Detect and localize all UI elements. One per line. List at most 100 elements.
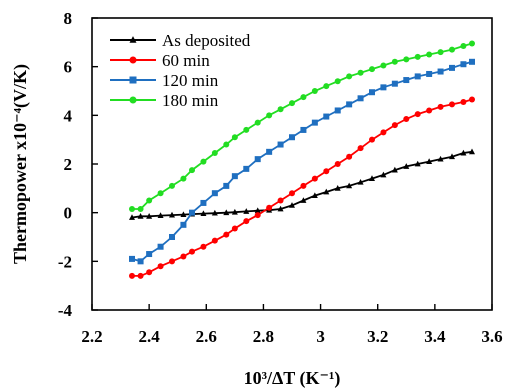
- legend-label: 180 min: [162, 91, 219, 110]
- data-point: [254, 212, 261, 219]
- data-point: [277, 141, 284, 148]
- legend-item: 120 min: [110, 71, 219, 90]
- x-tick-label: 2.2: [81, 327, 102, 346]
- data-point: [157, 243, 164, 250]
- data-point: [460, 149, 467, 156]
- data-point: [243, 165, 250, 172]
- data-point: [137, 272, 144, 279]
- data-point: [469, 40, 475, 47]
- data-point: [346, 182, 353, 189]
- data-point: [289, 100, 295, 107]
- data-point: [180, 253, 187, 260]
- data-point: [200, 243, 207, 250]
- series-60-min: [129, 96, 475, 279]
- series-layer: [129, 40, 475, 279]
- data-point: [129, 214, 135, 220]
- data-point: [449, 153, 455, 160]
- data-point: [200, 199, 207, 206]
- data-point: [414, 53, 421, 60]
- data-point: [137, 206, 144, 213]
- data-point: [200, 210, 207, 217]
- x-tick-label: 3.6: [481, 327, 502, 346]
- data-point: [426, 107, 433, 114]
- data-point: [169, 211, 175, 218]
- data-point: [169, 182, 175, 189]
- y-tick-label: -4: [58, 301, 73, 320]
- data-point: [323, 188, 330, 195]
- data-point: [146, 251, 153, 258]
- data-point: [180, 221, 187, 228]
- legend-label: 60 min: [162, 51, 210, 70]
- data-point: [346, 101, 353, 108]
- data-point: [129, 206, 135, 213]
- y-tick-label: 6: [64, 58, 73, 77]
- y-tick-label: 4: [64, 106, 73, 125]
- data-point: [146, 213, 153, 219]
- data-point: [437, 68, 444, 75]
- data-point: [231, 173, 238, 180]
- data-point: [189, 209, 195, 216]
- x-tick-label: 2.6: [196, 327, 217, 346]
- x-tick-label: 3.4: [424, 327, 446, 346]
- data-point: [346, 153, 353, 160]
- data-point: [146, 197, 153, 204]
- data-point: [369, 136, 375, 143]
- data-point: [289, 202, 295, 208]
- legend-item: 60 min: [110, 51, 210, 70]
- data-point: [403, 56, 410, 63]
- data-point: [200, 158, 207, 165]
- data-point: [254, 156, 261, 163]
- x-tick-label: 2.4: [139, 327, 161, 346]
- data-point: [211, 237, 218, 244]
- data-point: [323, 168, 330, 175]
- series-as-deposited: [129, 148, 475, 220]
- data-point: [254, 119, 261, 126]
- data-point: [369, 175, 375, 181]
- data-point: [277, 197, 284, 204]
- data-point: [129, 96, 137, 104]
- data-point: [311, 88, 318, 94]
- data-point: [380, 129, 387, 136]
- data-point: [300, 126, 307, 133]
- data-point: [391, 166, 398, 173]
- data-point: [223, 182, 230, 189]
- x-tick-label: 2.8: [253, 327, 274, 346]
- data-point: [129, 272, 135, 279]
- data-point: [289, 134, 295, 141]
- data-point: [137, 213, 144, 219]
- y-tick-label: 2: [64, 155, 73, 174]
- data-point: [277, 106, 284, 113]
- data-point: [403, 77, 410, 84]
- data-point: [211, 150, 218, 157]
- data-point: [311, 119, 318, 126]
- data-point: [157, 212, 164, 218]
- data-point: [243, 126, 250, 133]
- data-point: [357, 69, 364, 76]
- data-point: [211, 209, 218, 216]
- data-point: [460, 98, 467, 105]
- data-point: [129, 76, 137, 84]
- data-point: [300, 197, 307, 203]
- data-point: [289, 190, 295, 197]
- data-point: [129, 56, 137, 64]
- data-point: [369, 66, 375, 73]
- data-point: [426, 51, 433, 58]
- data-point: [449, 46, 455, 53]
- data-point: [403, 163, 410, 169]
- data-point: [180, 211, 187, 218]
- series-120-min: [129, 58, 475, 265]
- y-tick-label: 0: [64, 204, 73, 223]
- data-point: [231, 134, 238, 141]
- data-point: [449, 64, 455, 71]
- data-point: [231, 208, 238, 215]
- x-axis-ticks: 2.2 2.4 2.6 2.8 3 3.2 3.4 3.6: [81, 304, 503, 346]
- data-point: [157, 263, 164, 270]
- data-point: [323, 113, 330, 120]
- x-tick-label: 3.2: [367, 327, 388, 346]
- data-point: [460, 42, 467, 49]
- data-point: [357, 178, 364, 185]
- data-point: [311, 175, 318, 182]
- data-point: [449, 101, 455, 108]
